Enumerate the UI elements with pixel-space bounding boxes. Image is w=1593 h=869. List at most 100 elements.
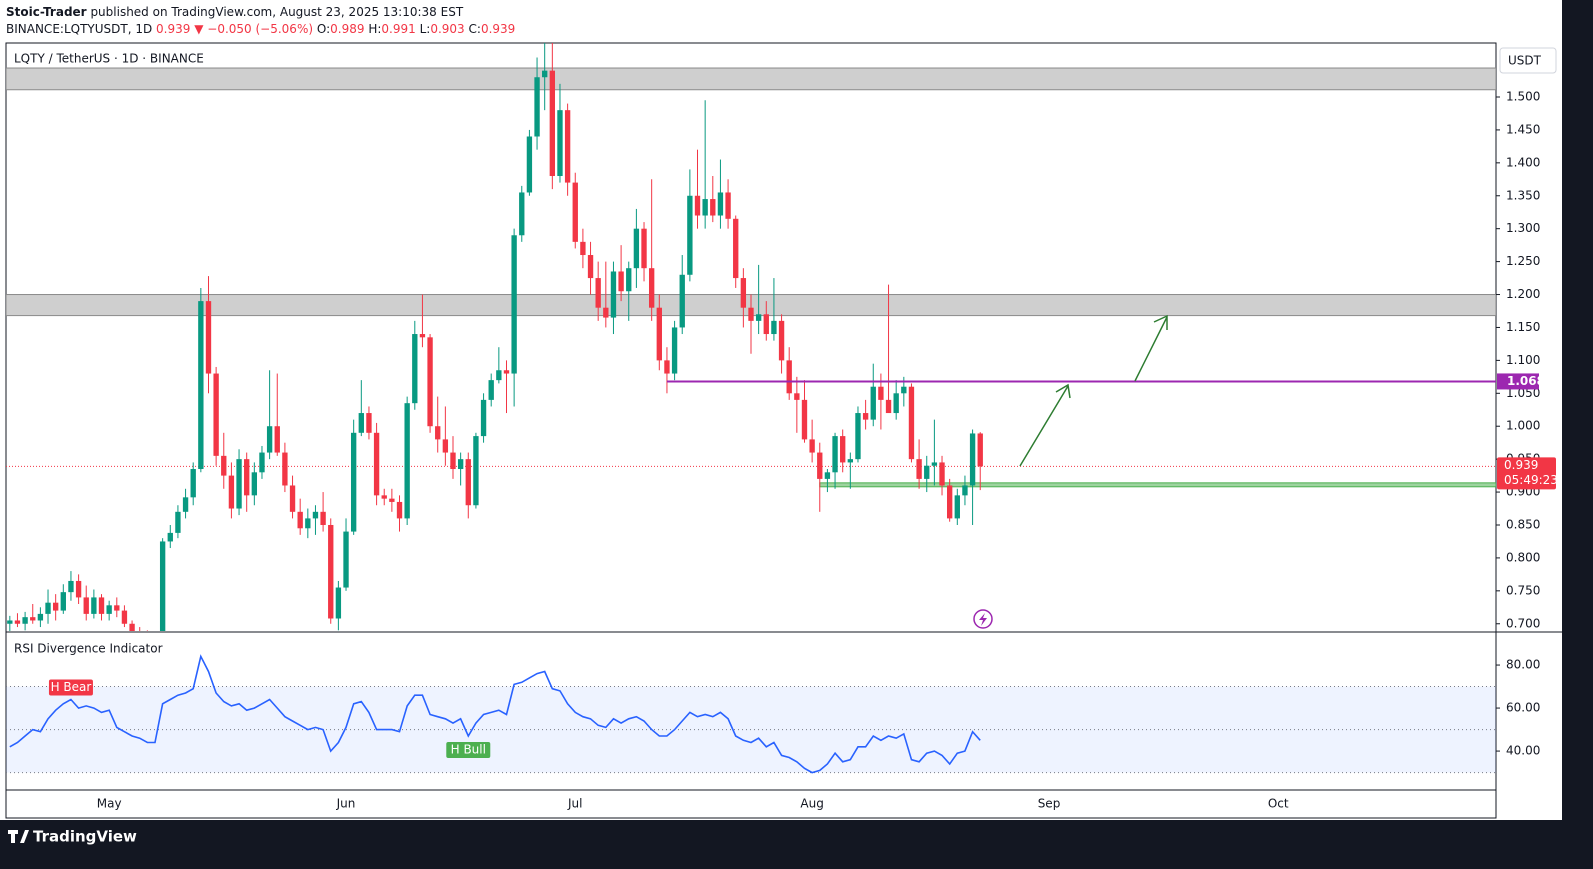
candle-body	[465, 459, 471, 506]
candle-body	[91, 597, 97, 614]
candle-body	[480, 399, 487, 437]
candle-body	[595, 278, 601, 308]
frame	[5, 42, 1497, 819]
candle-body	[488, 380, 494, 400]
candle-body	[274, 426, 280, 453]
y-tick-label: 1.100	[1506, 353, 1540, 367]
candle-body	[801, 399, 808, 440]
resistance-zone	[6, 67, 1496, 91]
candle-body	[664, 360, 670, 374]
candle-body	[740, 278, 747, 308]
x-tick-label: Jul	[567, 797, 582, 811]
candle-body	[870, 386, 876, 420]
candle-body	[626, 268, 632, 292]
o: 0.989	[330, 22, 364, 36]
y-tick-label: 0.750	[1506, 583, 1540, 597]
indicator-pane	[6, 654, 1496, 774]
candle-body	[320, 511, 326, 525]
brand: TradingView	[33, 828, 137, 846]
candle-body	[748, 307, 754, 321]
candle-body	[419, 334, 426, 338]
candle-body	[549, 70, 556, 177]
change: ▼ −0.050 (−5.06%)	[194, 22, 313, 36]
c-label: C:	[469, 22, 481, 36]
y-tick-label: 1.000	[1506, 419, 1540, 433]
candle-body	[121, 610, 128, 624]
candle-body	[587, 255, 594, 279]
candle-body	[60, 592, 66, 611]
candle-body	[366, 413, 372, 433]
candle-body	[733, 218, 739, 279]
candle-body	[893, 393, 899, 414]
candle-body	[389, 498, 395, 502]
candle-body	[45, 602, 51, 614]
last-price-label: 0.939	[1504, 458, 1538, 472]
last: 0.939	[156, 22, 190, 36]
y-tick-label: 1.450	[1506, 122, 1540, 136]
candle-body	[221, 455, 227, 476]
candle-body	[503, 370, 510, 374]
candle-body	[37, 613, 44, 621]
candle-body	[358, 413, 364, 433]
x-tick-label: Sep	[1038, 797, 1061, 811]
candle-body	[519, 192, 525, 236]
candle-body	[205, 301, 212, 374]
annotation-box	[446, 742, 491, 759]
published: published on TradingView.com, August 23,…	[90, 5, 463, 19]
header-line-1: Stoic-Trader published on TradingView.co…	[6, 5, 464, 19]
y-tick-label: 1.400	[1506, 155, 1540, 169]
x-tick-label: May	[97, 797, 122, 811]
candle-body	[22, 617, 28, 624]
price-pane	[6, 43, 1496, 631]
footer-bar	[0, 820, 1593, 869]
candle-body	[572, 182, 578, 242]
candle-body	[610, 271, 617, 318]
candle-body	[908, 386, 915, 460]
candle-body	[855, 413, 861, 460]
candle-body	[916, 459, 922, 479]
candle-body	[396, 501, 403, 519]
y-tick-label: 0.700	[1506, 616, 1540, 630]
candle-body	[778, 320, 785, 361]
currency-box	[1499, 47, 1557, 74]
candle-body	[435, 426, 441, 440]
candle-body	[98, 597, 105, 614]
candle-body	[694, 195, 701, 216]
candle-body	[75, 580, 82, 598]
candle-body	[427, 337, 433, 427]
o-label: O:	[317, 22, 330, 36]
candle-body	[511, 235, 517, 374]
candle-body	[939, 462, 945, 486]
candle-body	[228, 475, 235, 509]
candle-body	[901, 386, 907, 394]
candle-body	[457, 459, 464, 470]
candle-body	[68, 580, 74, 593]
candle-body	[266, 426, 273, 453]
candle-body	[442, 439, 449, 453]
candle-body	[542, 70, 548, 78]
chart-title: LQTY / TetherUS · 1D · BINANCE	[14, 52, 204, 66]
candle-body	[824, 472, 831, 479]
annotation: H Bear	[51, 680, 92, 694]
candle-body	[710, 199, 716, 216]
candle-body	[618, 271, 624, 292]
candle-body	[641, 228, 647, 269]
candle-body	[725, 192, 731, 219]
candle-body	[14, 620, 21, 624]
x-tick-label: Aug	[800, 797, 823, 811]
candle-body	[251, 472, 258, 496]
y-tick-label: 1.250	[1506, 254, 1540, 268]
l: 0.903	[430, 22, 464, 36]
candle-body	[473, 436, 479, 506]
candle-body	[114, 605, 120, 611]
y-tick-label: 60.00	[1506, 701, 1540, 715]
candle-body	[671, 327, 678, 374]
candle-body	[159, 541, 166, 631]
candle-body	[404, 403, 410, 519]
currency: USDT	[1508, 54, 1542, 68]
candle-body	[350, 432, 357, 532]
candle-body	[794, 393, 800, 400]
